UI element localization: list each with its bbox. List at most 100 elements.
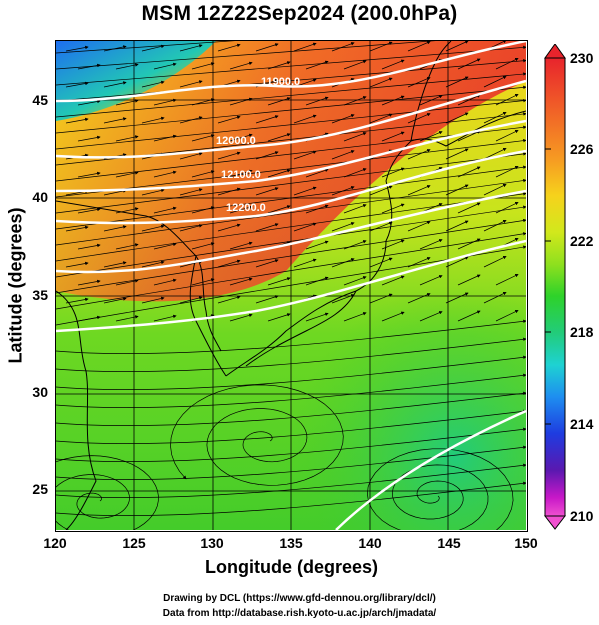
streamline (445, 292, 469, 304)
streamline (457, 94, 481, 106)
colorbar-gradient (544, 57, 566, 517)
streamline (343, 276, 367, 286)
streamline (77, 171, 101, 178)
streamline (483, 112, 507, 124)
colorbar-top-arrow (544, 44, 566, 59)
drawing-credit: Drawing by DCL (https://www.gfd-dennou.o… (163, 593, 436, 604)
streamline (381, 167, 405, 178)
streamline (217, 187, 241, 196)
contour-label: 12000.0 (216, 135, 256, 147)
colorbar-tick-label: 222 (570, 233, 594, 249)
streamline (56, 463, 527, 499)
streamline (331, 222, 355, 232)
streamline (103, 297, 127, 304)
x-tick-label: 135 (279, 535, 303, 551)
contour-line (56, 79, 527, 159)
streamline (229, 97, 253, 106)
streamline (179, 80, 203, 88)
streamline (483, 184, 507, 196)
streamline (331, 186, 355, 196)
streamline (457, 202, 481, 214)
streamline (457, 274, 481, 286)
streamline (179, 116, 203, 124)
streamline (103, 81, 127, 88)
streamline (56, 445, 527, 481)
streamline (141, 116, 165, 124)
streamline (229, 133, 253, 142)
streamline (56, 245, 527, 326)
streamline (229, 313, 253, 322)
streamline (191, 170, 215, 178)
streamline (445, 76, 469, 88)
streamline (343, 132, 367, 142)
contour-line (335, 409, 527, 531)
y-axis-label: Latitude (degrees) (5, 207, 26, 364)
streamline (56, 355, 527, 391)
streamline (255, 151, 279, 160)
streamline (255, 259, 279, 268)
streamline (305, 276, 329, 286)
streamline (407, 41, 431, 52)
streamline (77, 243, 101, 250)
streamline (305, 204, 329, 214)
map-plot-area: 11900.0 12000.0 12100.0 12200.0 (55, 40, 528, 532)
streamline (56, 192, 527, 262)
streamline (77, 63, 101, 70)
streamline (495, 94, 519, 106)
contour-line (56, 239, 527, 333)
streamline (407, 221, 431, 232)
streamline (217, 259, 241, 268)
streamline (229, 61, 253, 70)
streamline (153, 242, 177, 250)
streamline (331, 42, 355, 52)
streamline (369, 257, 393, 268)
streamline (457, 310, 481, 322)
streamline (495, 274, 519, 286)
streamline (65, 261, 89, 268)
streamline (65, 117, 89, 124)
streamline (369, 41, 393, 52)
streamline (483, 256, 507, 268)
streamline (267, 277, 291, 286)
streamline (407, 149, 431, 160)
streamline (103, 45, 127, 52)
streamline (191, 134, 215, 142)
map-svg: 11900.0 12000.0 12100.0 12200.0 (56, 41, 527, 531)
contour-label: 11900.0 (261, 76, 300, 88)
y-tick-label: 25 (32, 481, 48, 497)
streamline (141, 188, 165, 196)
streamline (267, 97, 291, 106)
streamline (103, 189, 127, 196)
streamline (77, 135, 101, 142)
streamline (369, 221, 393, 232)
x-tick-label: 140 (358, 535, 382, 551)
streamline (179, 224, 203, 232)
streamline (267, 133, 291, 142)
colorbar (544, 44, 566, 530)
streamline (483, 220, 507, 232)
colorbar-tick-label: 210 (570, 508, 594, 524)
streamline (115, 243, 139, 250)
streamline (255, 187, 279, 196)
streamline (170, 384, 344, 486)
streamline (445, 220, 469, 232)
streamline (153, 134, 177, 142)
streamline (483, 76, 507, 88)
streamline (191, 206, 215, 214)
streamline (56, 337, 527, 373)
y-tick-label: 30 (32, 384, 48, 400)
streamline (495, 130, 519, 142)
streamline (77, 207, 101, 214)
streamline (217, 115, 241, 124)
streamline (179, 44, 203, 52)
streamline (153, 206, 177, 214)
streamline (495, 202, 519, 214)
streamline (293, 258, 317, 268)
streamline (331, 258, 355, 268)
streamline (153, 170, 177, 178)
streamline (305, 96, 329, 106)
streamline (343, 204, 367, 214)
streamline (305, 312, 329, 322)
x-tick-label: 120 (43, 535, 67, 551)
data-credit: Data from http://database.rish.kyoto-u.a… (162, 608, 437, 619)
